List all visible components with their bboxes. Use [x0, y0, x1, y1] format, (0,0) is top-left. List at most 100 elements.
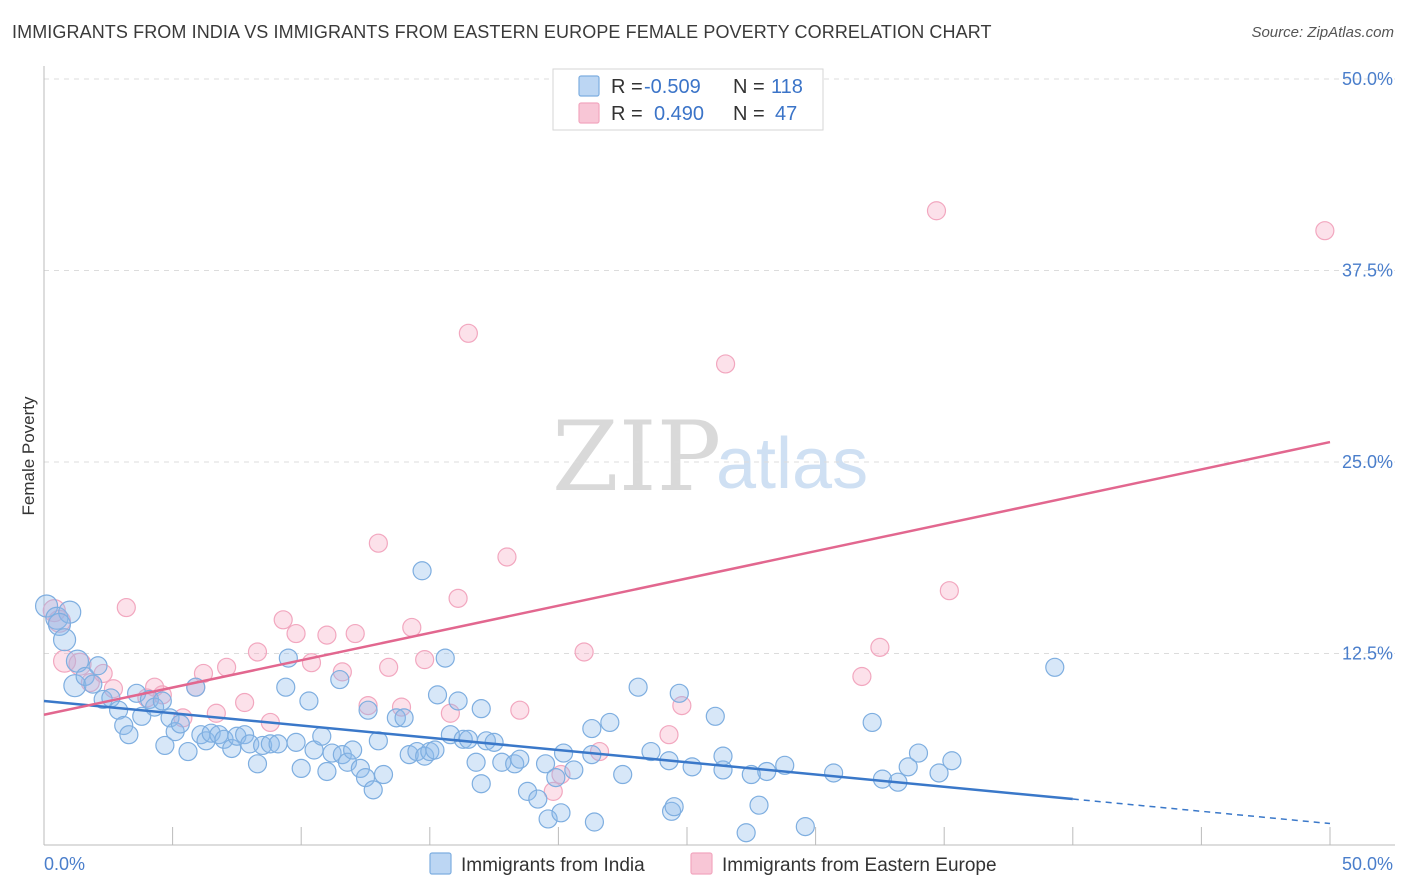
india-point-51: [343, 740, 363, 760]
india-point-91: [613, 764, 633, 785]
india-point-38: [268, 734, 288, 754]
legend-swatch-eastern-europe: [578, 102, 600, 124]
eastern-europe-point-19: [273, 610, 293, 630]
eastern-europe-point-43: [852, 666, 872, 687]
india-point-19: [152, 691, 172, 711]
eastern-europe-point-39: [589, 741, 610, 762]
india-point-66: [435, 648, 455, 668]
source-label: Source: ZipAtlas.com: [1251, 24, 1394, 41]
india-point-93: [641, 741, 661, 762]
india-point-92: [628, 677, 648, 697]
y-axis-title: Female Poverty: [19, 396, 38, 516]
india-point-37: [260, 734, 280, 754]
india-point-106: [862, 712, 882, 733]
india-point-35: [247, 754, 268, 774]
india-point-4: [52, 628, 77, 652]
india-point-24: [178, 741, 198, 762]
trend-lines: [43, 440, 1331, 825]
eastern-europe-point-31: [440, 703, 460, 723]
bottom-legend-label-eastern-europe: Immigrants from Eastern Europe: [722, 855, 997, 876]
india-point-83: [546, 767, 566, 788]
india-point-43: [299, 691, 319, 711]
eastern-europe-point-42: [715, 354, 736, 374]
india-point-31: [222, 738, 242, 759]
y-tick-label-3: 50.0%: [1342, 69, 1393, 89]
eastern-europe-point-37: [551, 764, 571, 785]
eastern-europe-point-46: [939, 581, 959, 601]
eastern-europe-point-23: [332, 662, 352, 682]
india-point-33: [235, 725, 255, 745]
eastern-europe-point-24: [345, 623, 365, 644]
india-point-84: [551, 803, 571, 823]
eastern-europe-point-44: [870, 637, 890, 657]
india-point-55: [363, 780, 383, 800]
eastern-europe-point-25: [358, 695, 378, 716]
india-point-20: [155, 735, 175, 756]
india-point-97: [682, 757, 702, 777]
axes: [43, 66, 1395, 846]
india-point-112: [942, 751, 962, 771]
india-point-110: [908, 743, 929, 763]
y-tick-labels: 12.5% 25.0% 37.5% 50.0%: [1342, 69, 1393, 664]
india-point-7: [75, 666, 95, 687]
eastern-europe-point-20: [286, 623, 306, 644]
india-point-9: [88, 656, 108, 676]
india-point-64: [425, 740, 445, 760]
india-point-8: [83, 674, 103, 694]
india-trend-line: [43, 699, 1073, 801]
eastern-europe-point-16: [235, 692, 255, 713]
india-point-14: [119, 725, 139, 745]
india-point-52: [350, 758, 370, 779]
eastern-europe-point-32: [448, 588, 468, 608]
india-point-103: [775, 755, 795, 775]
watermark-zip: ZIP: [552, 401, 721, 513]
y-tick-label-0: 12.5%: [1342, 644, 1393, 664]
legend-n-label-india: N =: [733, 76, 765, 98]
legend-r-label-eastern-europe: R =: [611, 103, 643, 125]
india-point-2: [58, 600, 82, 624]
india-point-86: [564, 760, 584, 780]
india-point-13: [114, 715, 134, 736]
india-trend-extension: [1072, 798, 1331, 825]
india-point-3: [47, 612, 72, 636]
legend-n-value-eastern-europe: 47: [775, 103, 797, 125]
india-point-58: [386, 708, 406, 728]
india-point-42: [291, 758, 311, 779]
india-point-78: [510, 749, 530, 769]
bottom-legend-swatch-eastern-europe: [690, 852, 713, 875]
india-point-73: [471, 699, 491, 719]
india-point-60: [399, 745, 419, 765]
eastern-europe-point-27: [379, 657, 399, 677]
x-tick-label-max: 50.0%: [1342, 854, 1393, 874]
eastern-europe-point-30: [415, 650, 435, 670]
eastern-europe-trend-line: [43, 440, 1331, 717]
legend-r-value-eastern-europe: 0.490: [654, 103, 704, 125]
india-point-45: [312, 726, 332, 746]
bottom-legend-label-india: Immigrants from India: [461, 855, 645, 876]
eastern-europe-point-34: [497, 547, 517, 567]
india-point-79: [517, 781, 538, 801]
india-point-89: [582, 718, 602, 739]
india-point-115: [713, 746, 733, 766]
eastern-europe-point-7: [116, 597, 136, 618]
legend-n-value-india: 118: [771, 76, 803, 98]
eastern-europe-point-26: [368, 533, 388, 553]
eastern-europe-point-29: [402, 617, 422, 638]
india-point-71: [458, 729, 478, 749]
legend: R = -0.509 N = 118 R = 0.490 N = 47: [552, 68, 824, 131]
y-tick-label-1: 25.0%: [1342, 452, 1393, 472]
eastern-europe-point-14: [206, 703, 226, 723]
india-point-65: [412, 561, 432, 581]
india-point-57: [373, 764, 394, 785]
india-point-69: [448, 691, 468, 711]
eastern-europe-point-17: [247, 642, 268, 662]
india-point-109: [898, 757, 918, 777]
india-point-48: [330, 669, 350, 690]
eastern-europe-point-33: [458, 323, 478, 343]
india-point-54: [358, 700, 378, 720]
india-point-81: [535, 754, 556, 774]
india-point-100: [736, 823, 756, 843]
axis-ticks: [43, 827, 1331, 845]
bottom-legend: Immigrants from India Immigrants from Ea…: [429, 852, 997, 876]
